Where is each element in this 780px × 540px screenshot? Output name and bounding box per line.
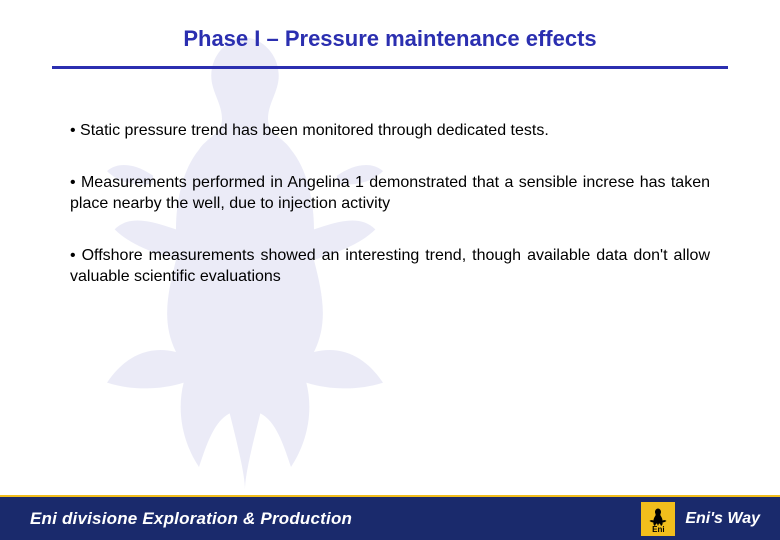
slide: Phase I – Pressure maintenance effects S… <box>0 0 780 540</box>
slide-title: Phase I – Pressure maintenance effects <box>0 26 780 52</box>
title-underline <box>52 66 728 69</box>
bullet-item: Offshore measurements showed an interest… <box>70 245 710 288</box>
bullet-item: Measurements performed in Angelina 1 dem… <box>70 172 710 215</box>
eni-logo: Eni <box>641 502 675 536</box>
footer-right-text: Eni's Way <box>685 510 760 528</box>
bullet-item: Static pressure trend has been monitored… <box>70 120 710 142</box>
footer-right: Eni Eni's Way <box>641 497 760 540</box>
footer-band: Eni divisione Exploration & Production E… <box>0 497 780 540</box>
eni-dragon-icon <box>647 508 669 526</box>
footer-left-text: Eni divisione Exploration & Production <box>30 509 352 529</box>
footer: Eni divisione Exploration & Production E… <box>0 495 780 540</box>
eni-logo-label: Eni <box>652 526 664 534</box>
content-area: Static pressure trend has been monitored… <box>70 120 710 318</box>
